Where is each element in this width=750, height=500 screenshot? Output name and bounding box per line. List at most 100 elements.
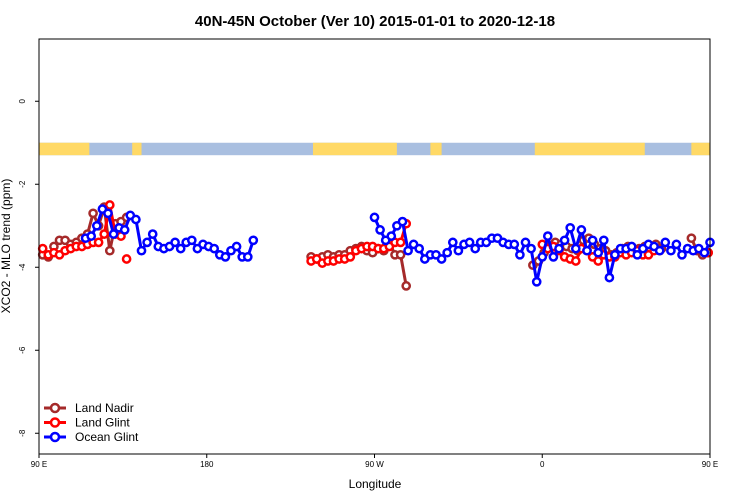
chart-title: 40N-45N October (Ver 10) 2015-01-01 to 2… — [195, 13, 555, 30]
ocean-glint-point — [86, 231, 97, 241]
ocean-glint-point — [142, 237, 152, 248]
series-ocean-glint — [80, 204, 715, 287]
legend-swatch-marker — [49, 402, 61, 414]
ocean-glint-point — [570, 243, 581, 254]
ocean-glint-point — [604, 272, 615, 283]
y-tick-label: -4 — [18, 263, 27, 271]
ocean-glint-point — [610, 249, 620, 260]
legend-swatch-marker — [49, 431, 61, 443]
y-tick-label: -8 — [18, 429, 27, 437]
land-glint-point — [570, 256, 581, 266]
ocean-glint-point — [397, 216, 408, 227]
ocean-glint-point — [515, 249, 525, 260]
ocean-glint-point — [375, 225, 385, 235]
land-band-5 — [691, 142, 710, 156]
ocean-glint-point — [403, 245, 413, 256]
land-ocean-mask-bar — [39, 142, 710, 156]
land-nadir-point — [686, 233, 697, 244]
ocean-glint-point — [464, 237, 475, 248]
legend-label: Land Glint — [75, 416, 130, 430]
land-nadir-point — [401, 281, 412, 291]
ocean-glint-point — [576, 225, 587, 235]
land-nadir-point — [104, 245, 115, 256]
ocean-glint-point — [559, 235, 570, 246]
ocean-glint-point — [414, 243, 425, 254]
ocean-glint-point — [119, 225, 130, 235]
ocean-glint-point — [103, 208, 113, 219]
land-band-0 — [39, 142, 90, 156]
ocean-glint-point — [598, 235, 609, 246]
ocean-glint-point — [470, 243, 481, 254]
ocean-glint-point — [654, 245, 665, 256]
y-tick-label: 0 — [18, 98, 27, 103]
ocean-glint-point — [209, 243, 220, 254]
land-glint-point — [395, 237, 406, 248]
land-band-2 — [312, 142, 397, 156]
ocean-glint-point — [554, 243, 564, 254]
ocean-glint-point — [186, 235, 197, 246]
land-glint-point — [104, 200, 115, 210]
x-tick-label: 90 W — [365, 460, 384, 469]
series-land-glint — [37, 200, 713, 268]
ocean-glint-point — [666, 245, 676, 256]
ocean-glint-point — [442, 247, 453, 258]
ocean-glint-point — [436, 254, 447, 264]
ocean-glint-point — [582, 245, 592, 256]
ocean-glint-point — [369, 212, 380, 223]
x-tick-label: 90 E — [702, 460, 718, 469]
land-glint-point — [345, 252, 356, 262]
y-tick-label: -6 — [18, 346, 27, 354]
ocean-glint-point — [660, 237, 671, 248]
ocean-glint-point — [531, 276, 542, 287]
legend-label: Land Nadir — [75, 401, 134, 415]
legend-item-ocean-glint: Ocean Glint — [44, 430, 139, 444]
ocean-glint-point — [632, 249, 643, 260]
legend-item-land-glint: Land Glint — [44, 416, 130, 430]
series-layer — [37, 200, 715, 291]
ocean-glint-point — [565, 222, 576, 233]
ocean-glint-point — [147, 229, 158, 239]
x-axis-label: Longitude — [349, 477, 402, 491]
land-glint-point — [121, 254, 132, 264]
ocean-glint-point — [175, 243, 186, 254]
y-axis: 0 -2 -4 -6 -8 — [18, 98, 39, 437]
x-tick-label: 180 — [200, 460, 214, 469]
ocean-glint-point — [537, 252, 548, 262]
land-nadir-point — [395, 249, 406, 260]
land-glint-point — [93, 237, 104, 248]
legend-swatch-marker — [49, 417, 61, 428]
ocean-glint-point — [671, 239, 682, 250]
ocean-glint-point — [170, 237, 180, 248]
x-tick-label: 90 E — [31, 460, 47, 469]
x-tick-label: 0 — [540, 460, 545, 469]
ocean-glint-point — [526, 243, 536, 254]
ocean-glint-point — [587, 235, 598, 246]
ocean-glint-point — [453, 245, 464, 256]
ocean-glint-point — [242, 252, 253, 262]
ocean-glint-point — [248, 235, 259, 246]
ocean-glint-point — [677, 249, 687, 260]
ocean-glint-point — [220, 252, 231, 262]
ocean-glint-point — [548, 252, 559, 262]
ocean-glint-point — [131, 214, 141, 225]
legend-label: Ocean Glint — [75, 430, 139, 444]
ocean-glint-point — [231, 241, 242, 252]
land-band-4 — [534, 142, 645, 156]
land-nadir-point — [88, 208, 98, 219]
ocean-glint-point — [542, 231, 553, 241]
land-glint-point — [99, 229, 110, 239]
y-tick-label: -2 — [18, 180, 27, 188]
ocean-glint-point — [91, 220, 102, 231]
ocean-glint-point — [108, 229, 119, 239]
ocean-glint-point — [509, 239, 520, 250]
land-band-3 — [430, 142, 442, 156]
ocean-glint-point — [593, 247, 604, 258]
x-axis: 90 E 180 90 W 0 90 E — [31, 454, 718, 469]
legend-item-land-nadir: Land Nadir — [44, 401, 134, 415]
ocean-glint-point — [520, 237, 531, 248]
ocean-glint-point — [699, 247, 710, 258]
ocean-glint-point — [136, 245, 147, 256]
ocean-glint-point — [626, 241, 637, 252]
